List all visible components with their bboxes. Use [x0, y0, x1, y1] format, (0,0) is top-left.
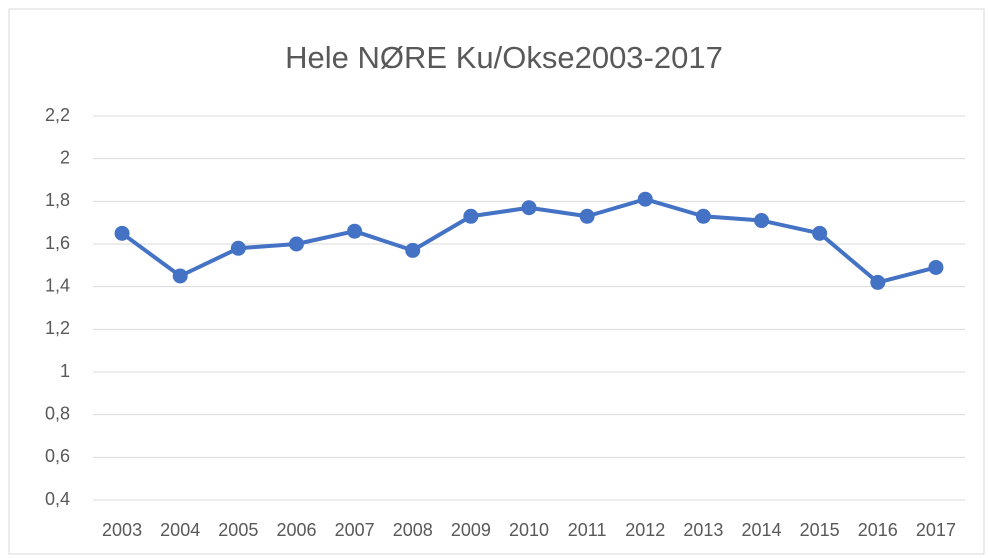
x-tick-label: 2003 — [102, 520, 142, 540]
marker — [288, 236, 304, 252]
y-tick-label: 1 — [60, 361, 70, 381]
marker — [579, 208, 595, 224]
y-tick-label: 1,2 — [45, 318, 70, 338]
marker — [347, 223, 363, 239]
y-tick-label: 2 — [60, 147, 70, 167]
chart-title: Hele NØRE Ku/Okse2003-2017 — [285, 40, 723, 75]
x-tick-label: 2016 — [858, 520, 898, 540]
x-tick-label: 2014 — [742, 520, 782, 540]
y-tick-label: 0,8 — [45, 403, 70, 423]
marker — [114, 225, 130, 241]
marker — [230, 240, 246, 256]
chart-frame — [8, 8, 985, 555]
marker — [812, 225, 828, 241]
x-tick-label: 2007 — [335, 520, 375, 540]
y-tick-label: 0,6 — [45, 446, 70, 466]
y-tick-label: 1,6 — [45, 233, 70, 253]
y-tick-label: 2,2 — [45, 105, 70, 125]
marker — [463, 208, 479, 224]
y-tick-label: 1,4 — [45, 275, 70, 295]
x-tick-label: 2004 — [160, 520, 200, 540]
x-tick-label: 2015 — [800, 520, 840, 540]
x-tick-label: 2008 — [393, 520, 433, 540]
marker — [754, 213, 770, 229]
x-tick-label: 2009 — [451, 520, 491, 540]
y-tick-label: 1,8 — [45, 190, 70, 210]
x-tick-label: 2011 — [568, 520, 607, 540]
marker — [695, 208, 711, 224]
x-tick-label: 2012 — [625, 520, 665, 540]
marker — [928, 259, 944, 275]
x-tick-label: 2017 — [916, 520, 956, 540]
marker — [405, 242, 421, 258]
x-tick-label: 2005 — [218, 520, 258, 540]
y-tick-label: 0,4 — [45, 489, 70, 509]
x-tick-label: 2010 — [509, 520, 549, 540]
marker — [870, 274, 886, 290]
marker — [172, 268, 188, 284]
x-tick-label: 2006 — [276, 520, 316, 540]
x-tick-label: 2013 — [683, 520, 723, 540]
marker — [521, 200, 537, 216]
marker — [637, 191, 653, 207]
